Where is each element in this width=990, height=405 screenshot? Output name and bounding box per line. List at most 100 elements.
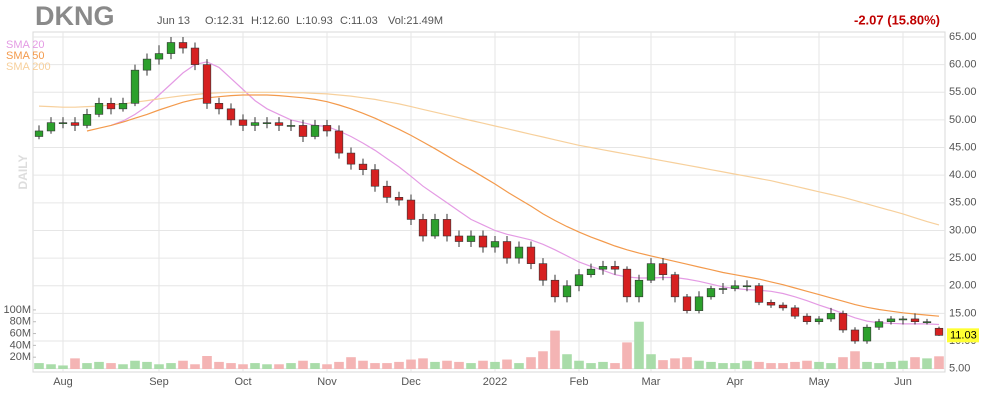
volume-bar (130, 360, 140, 369)
candle-body (286, 125, 296, 127)
volume-bar (586, 363, 596, 369)
volume-bar (610, 363, 620, 369)
candle-body (406, 199, 416, 220)
volume-bar (394, 361, 404, 369)
candle-body (874, 321, 884, 328)
candle-body (466, 235, 476, 242)
volume-bar (226, 363, 236, 369)
volume-bar (526, 357, 536, 369)
candle-body (910, 318, 920, 322)
volume-bar (706, 361, 716, 369)
volume-bar (874, 363, 884, 369)
candle-body (634, 279, 644, 298)
candle-body (322, 125, 332, 132)
volume-bar (562, 354, 572, 369)
candle-body (646, 263, 656, 281)
x-tick-label: Oct (234, 376, 251, 388)
volume-bar (850, 351, 860, 369)
x-tick-label: Feb (570, 376, 589, 388)
candle-body (202, 64, 212, 104)
y-tick-label: 15.00 (949, 307, 977, 319)
candle-body (238, 119, 248, 126)
x-tick-label: 2022 (483, 376, 507, 388)
volume-bar (910, 357, 920, 369)
volume-bar (58, 365, 68, 369)
volume-bar (46, 364, 56, 369)
period-label: DAILY (16, 155, 30, 190)
candle-body (934, 327, 944, 336)
volume-bar (262, 364, 272, 369)
candle-body (790, 307, 800, 317)
volume-bar (802, 360, 812, 369)
x-tick-label: Mar (642, 376, 661, 388)
candle-body (802, 315, 812, 322)
volume-bar (286, 363, 296, 369)
candle-body (298, 125, 308, 137)
volume-bar (310, 363, 320, 369)
candle-body (346, 152, 356, 165)
y-tick-label: 50.00 (949, 114, 977, 126)
candle-body (106, 103, 116, 110)
candle-body (550, 279, 560, 298)
legend-entry: SMA 200 (6, 61, 51, 73)
legend-entry: SMA 50 (6, 50, 45, 62)
candle-body (274, 122, 284, 126)
candle-body (358, 163, 368, 170)
volume-bar (622, 342, 632, 369)
candle-body (718, 288, 728, 290)
candle-body (826, 313, 836, 320)
sma-line (86, 94, 940, 317)
volume-bar (502, 359, 512, 369)
volume-tick-label: 60M (10, 327, 31, 339)
volume-bar (742, 360, 752, 369)
volume-bar (646, 354, 656, 369)
volume-tick-label: 20M (10, 351, 31, 363)
volume-bar (778, 363, 788, 369)
candle-body (682, 296, 692, 311)
candle-body (886, 318, 896, 322)
candle-body (730, 285, 740, 289)
volume-bar (634, 321, 644, 369)
candle-body (694, 296, 704, 311)
volume-bar (346, 357, 356, 369)
volume-bar (466, 363, 476, 369)
volume-bar (838, 357, 848, 369)
candle-body (754, 285, 764, 303)
header-date: Jun 13 (157, 15, 190, 27)
volume-bar (34, 363, 44, 369)
x-tick-label: Sep (149, 376, 169, 388)
plot-frame (32, 31, 946, 373)
volume-bar (754, 361, 764, 369)
candle-body (778, 304, 788, 309)
volume-bar (298, 360, 308, 369)
volume-bar (406, 359, 416, 369)
candle-body (670, 274, 680, 298)
volume-bar (94, 361, 104, 369)
volume-bar (382, 363, 392, 369)
volume-bar (898, 360, 908, 369)
candle-body (598, 266, 608, 270)
volume-bar (202, 356, 212, 369)
candle-body (658, 263, 668, 275)
y-tick-label: 60.00 (949, 59, 977, 71)
y-tick-label: 40.00 (949, 169, 977, 181)
x-tick-label: Apr (726, 376, 743, 388)
header-close: C:11.03 (340, 15, 378, 27)
candle-body (82, 114, 92, 126)
y-tick-label: 5.00 (949, 363, 970, 375)
y-tick-label: 45.00 (949, 141, 977, 153)
y-tick-label: 65.00 (949, 31, 977, 43)
volume-bar (166, 363, 176, 369)
candle-body (538, 263, 548, 281)
volume-bar (478, 360, 488, 369)
volume-bar (598, 361, 608, 369)
x-tick-label: Aug (53, 376, 73, 388)
volume-bar (934, 356, 944, 369)
volume-bar (106, 363, 116, 369)
volume-bar (250, 363, 260, 369)
volume-bar (274, 364, 284, 369)
volume-bar (682, 357, 692, 369)
candle-body (334, 130, 344, 154)
candle-body (190, 47, 200, 65)
